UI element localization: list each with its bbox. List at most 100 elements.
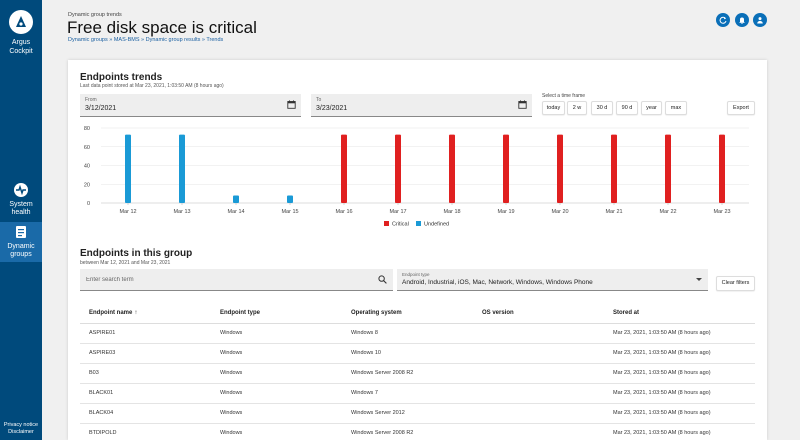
timeframe-30d-button[interactable]: 30 d: [591, 101, 613, 115]
table-body: ASPIRE01 Windows Windows 8 Mar 23, 2021, 1:…: [80, 323, 755, 440]
endpoint-type-value: Android, Industrial, iOS, Mac, Network, …: [402, 279, 593, 286]
search-input[interactable]: [86, 274, 366, 286]
export-button[interactable]: Export: [727, 101, 755, 115]
calendar-icon[interactable]: [287, 100, 296, 109]
legend-label-undefined: Undefined: [424, 222, 449, 228]
cell-stored-at: Mar 23, 2021, 1:03:50 AM (8 hours ago): [604, 343, 755, 364]
col-endpoint-name[interactable]: Endpoint name ↑: [80, 304, 211, 324]
timeframe-year-button[interactable]: year: [641, 101, 662, 115]
x-tick-label: Mar 22: [659, 209, 676, 215]
refresh-icon: [719, 16, 727, 24]
x-tick-label: Mar 21: [605, 209, 622, 215]
endpoint-type-select[interactable]: Endpoint type Android, Industrial, iOS, …: [397, 269, 708, 291]
calendar-icon[interactable]: [518, 100, 527, 109]
chevron-down-icon[interactable]: [696, 278, 702, 281]
legend-label-critical: Critical: [392, 222, 409, 228]
cell-stored-at: Mar 23, 2021, 1:03:50 AM (8 hours ago): [604, 363, 755, 384]
bar-critical: [557, 134, 563, 203]
table-row[interactable]: B03 Windows Windows Server 2008 R2 Mar 23, …: [80, 363, 755, 384]
page-title: Free disk space is critical: [67, 18, 257, 37]
bar-critical: [503, 134, 509, 203]
bar-critical: [719, 134, 725, 203]
col-stored-at[interactable]: Stored at: [604, 304, 755, 324]
privacy-notice-link[interactable]: Privacy notice: [3, 422, 39, 428]
cell-operating-system: Windows 10: [342, 343, 473, 364]
notifications-button[interactable]: [735, 13, 749, 27]
col-os-version[interactable]: OS version: [473, 304, 604, 324]
x-tick-label: Mar 18: [443, 209, 460, 215]
cell-os-version: [473, 363, 604, 384]
table-row[interactable]: ASPIRE01 Windows Windows 8 Mar 23, 2021, 1:…: [80, 323, 755, 344]
search-icon[interactable]: [378, 275, 387, 284]
user-account-button[interactable]: [753, 13, 767, 27]
x-tick-label: Mar 17: [389, 209, 406, 215]
disclaimer-link[interactable]: Disclaimer: [8, 429, 34, 435]
cell-operating-system: Windows Server 2008 R2: [342, 363, 473, 384]
endpoints-trends-chart: 0 20 40 60 80 Mar 12 Mar 13 Mar 14 Mar 15 Mar 16 M…: [84, 126, 749, 228]
to-date-field[interactable]: To 3/23/2021: [311, 94, 532, 117]
cell-os-version: [473, 403, 604, 424]
timeframe-90d-button[interactable]: 90 d: [616, 101, 638, 115]
cell-endpoint-name: BTDIPOLD: [80, 423, 211, 440]
sort-ascending-icon[interactable]: ↑: [134, 310, 138, 317]
x-tick-label: Mar 15: [281, 209, 298, 215]
main-card: Endpoints trends Last data point stored …: [68, 60, 767, 440]
timeframe-2w-button[interactable]: 2 w: [567, 101, 587, 115]
col-operating-system[interactable]: Operating system: [342, 304, 473, 324]
cell-endpoint-name: BLACK01: [80, 383, 211, 404]
from-date-field[interactable]: From 3/12/2021: [80, 94, 301, 117]
table-row[interactable]: BLACK04 Windows Windows Server 2012 Mar 23,…: [80, 403, 755, 424]
y-tick-label: 60: [84, 145, 90, 151]
table-row[interactable]: BTDIPOLD Windows Windows Server 2008 R2 Mar…: [80, 423, 755, 440]
x-tick-label: Mar 19: [497, 209, 514, 215]
legend-swatch-critical: [384, 221, 389, 226]
endpoints-table: Endpoint name ↑ Endpoint type Operating s…: [80, 304, 755, 440]
bar-undefined: [287, 195, 293, 203]
system-health-icon: [14, 183, 28, 197]
table-row[interactable]: BLACK01 Windows Windows 7 Mar 23, 2021, 1:0…: [80, 383, 755, 404]
cell-stored-at: Mar 23, 2021, 1:03:50 AM (8 hours ago): [604, 383, 755, 404]
x-tick-label: Mar 16: [335, 209, 352, 215]
sidebar-item-system-health[interactable]: System health: [0, 182, 42, 218]
to-date-label: To: [316, 97, 322, 103]
timeframe-max-button[interactable]: max: [665, 101, 687, 115]
brand-name: Argus Cockpit: [9, 39, 33, 55]
y-tick-label: 40: [84, 164, 90, 170]
trends-subtitle: Last data point stored at Mar 23, 2021, …: [80, 83, 224, 89]
bar-critical: [611, 134, 617, 203]
x-tick-label: Mar 13: [173, 209, 190, 215]
refresh-button[interactable]: [716, 13, 730, 27]
col-endpoint-type[interactable]: Endpoint type: [211, 304, 342, 324]
x-tick-label: Mar 20: [551, 209, 568, 215]
sidebar-item-dynamic-groups[interactable]: Dynamic groups: [0, 222, 42, 262]
cell-os-version: [473, 343, 604, 364]
to-date-value: 3/23/2021: [316, 105, 348, 112]
cell-endpoint-name: ASPIRE03: [80, 343, 211, 364]
cell-stored-at: Mar 23, 2021, 1:03:50 AM (8 hours ago): [604, 403, 755, 424]
y-tick-label: 0: [87, 201, 90, 207]
bar-undefined: [125, 134, 131, 203]
argus-logo-icon[interactable]: [9, 10, 33, 34]
bell-icon: [739, 17, 745, 24]
group-subtitle: between Mar 12, 2021 and Mar 23, 2021: [80, 260, 171, 266]
cell-endpoint-type: Windows: [211, 323, 342, 344]
legend-swatch-undefined: [416, 221, 421, 226]
bar-critical: [341, 134, 347, 203]
timeframe-label: Select a time frame: [542, 93, 586, 99]
cell-stored-at: Mar 23, 2021, 1:03:50 AM (8 hours ago): [604, 323, 755, 344]
search-field[interactable]: [80, 269, 393, 291]
user-icon: [757, 17, 763, 24]
table-row[interactable]: ASPIRE03 Windows Windows 10 Mar 23, 2021, 1…: [80, 343, 755, 364]
dynamic-groups-icon: [16, 226, 26, 238]
breadcrumb[interactable]: Dynamic groups » MAS-BMS » Dynamic group…: [68, 37, 224, 43]
bar-critical: [665, 134, 671, 203]
table-header-row: Endpoint name ↑ Endpoint type Operating s…: [80, 304, 755, 324]
cell-operating-system: Windows Server 2012: [342, 403, 473, 424]
cell-endpoint-type: Windows: [211, 383, 342, 404]
clear-filters-button[interactable]: Clear filters: [716, 276, 755, 291]
timeframe-today-button[interactable]: today: [542, 101, 565, 115]
cell-endpoint-name: B03: [80, 363, 211, 384]
cell-operating-system: Windows 7: [342, 383, 473, 404]
x-tick-label: Mar 23: [713, 209, 730, 215]
bar-undefined: [179, 134, 185, 203]
